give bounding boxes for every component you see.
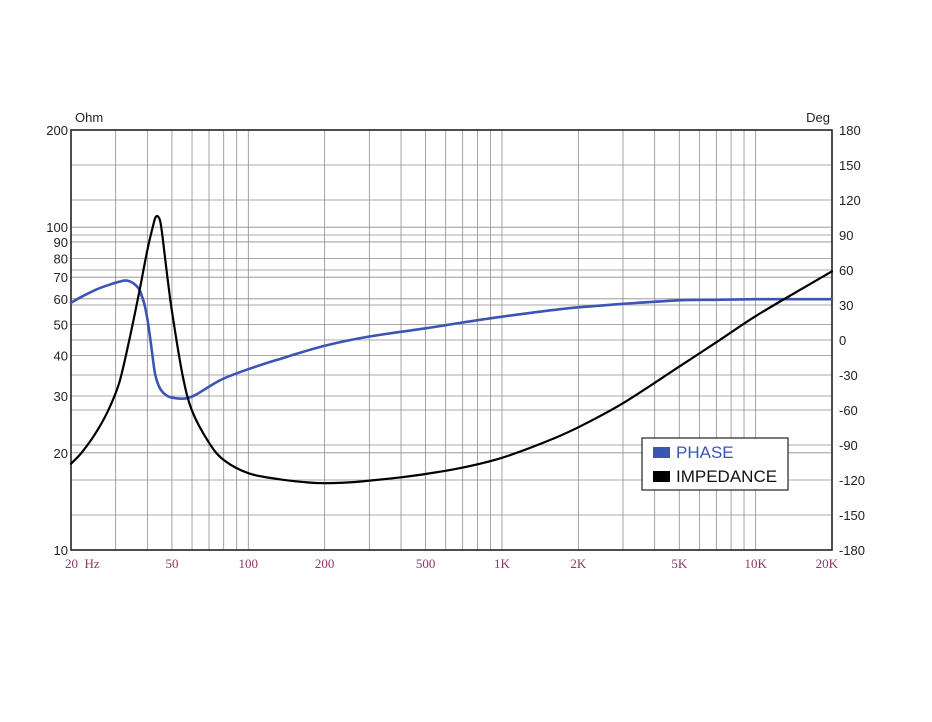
- y-left-tick-label: 40: [54, 349, 68, 364]
- y-right-tick-label: -150: [839, 508, 865, 523]
- x-tick-label: 20 Hz: [65, 556, 100, 571]
- y-right-unit-label: Deg: [806, 110, 830, 125]
- y-left-tick-label: 70: [54, 270, 68, 285]
- legend: PHASE IMPEDANCE: [641, 437, 789, 491]
- y-right-tick-label: -180: [839, 543, 865, 558]
- y-right-tick-label: 120: [839, 193, 861, 208]
- x-tick-label: 10K: [744, 556, 767, 571]
- y-left-tick-label: 10: [54, 543, 68, 558]
- y-right-tick-label: 30: [839, 298, 853, 313]
- series-layer: [69, 214, 834, 485]
- x-tick-label: 2K: [570, 556, 587, 571]
- y-right-tick-label: 150: [839, 158, 861, 173]
- y-left-tick-label: 30: [54, 389, 68, 404]
- y-right-tick-label: 0: [839, 333, 846, 348]
- y-right-tick-label: 60: [839, 263, 853, 278]
- legend-label-impedance: IMPEDANCE: [676, 467, 777, 486]
- y-right-tick-label: 90: [839, 228, 853, 243]
- x-tick-label: 20K: [816, 556, 839, 571]
- y-left-tick-label: 60: [54, 292, 68, 307]
- legend-swatch-phase: [653, 447, 670, 458]
- x-tick-label: 200: [315, 556, 335, 571]
- x-tick-label: 500: [416, 556, 436, 571]
- series-line-phase: [69, 279, 834, 400]
- x-tick-label: 5K: [671, 556, 688, 571]
- y-left-tick-label: 90: [54, 235, 68, 250]
- y-left-tick-label: 20: [54, 446, 68, 461]
- x-tick-label: 100: [239, 556, 259, 571]
- series-line-impedance: [69, 214, 834, 485]
- tick-labels: 20 Hz 50 100 200 500 1K 2K 5K 10K 20K 10 20 30 40 50 60…: [46, 123, 865, 571]
- y-right-tick-label: -90: [839, 438, 858, 453]
- y-right-tick-label: -120: [839, 473, 865, 488]
- y-right-tick-label: 180: [839, 123, 861, 138]
- x-tick-label: 1K: [494, 556, 511, 571]
- y-left-tick-label: 80: [54, 251, 68, 266]
- y-left-tick-label: 50: [54, 317, 68, 332]
- y-left-tick-label: 200: [46, 123, 68, 138]
- legend-label-phase: PHASE: [676, 443, 734, 462]
- y-right-tick-label: -30: [839, 368, 858, 383]
- y-right-tick-label: -60: [839, 403, 858, 418]
- plot-frame: [70, 129, 833, 551]
- legend-swatch-impedance: [653, 471, 670, 482]
- y-left-unit-label: Ohm: [75, 110, 103, 125]
- y-left-tick-label: 100: [46, 220, 68, 235]
- x-tick-label: 50: [165, 556, 178, 571]
